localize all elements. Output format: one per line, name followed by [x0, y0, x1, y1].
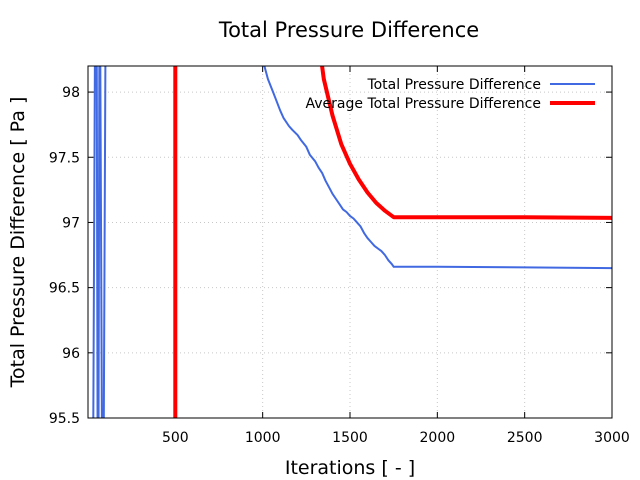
plot-frame [87, 65, 613, 419]
x-tick-label: 1000 [245, 430, 281, 446]
y-tick-label: 97.5 [49, 150, 80, 166]
x-tick-label: 2000 [420, 430, 456, 446]
x-tick-label: 500 [162, 430, 189, 446]
y-tick-label: 97 [62, 215, 80, 231]
x-tick-label: 2500 [507, 430, 543, 446]
y-tick-label: 96.5 [49, 281, 80, 297]
x-gridlines [174, 66, 526, 418]
series-line-1 [173, 66, 612, 418]
series-layer [92, 66, 612, 418]
x-tick-label: 3000 [594, 430, 630, 446]
x-tick-labels: 500 1000 1500 2000 2500 3000 [162, 430, 630, 446]
y-axis-label: Total Pressure Difference [ Pa ] [7, 97, 29, 389]
x-tick-label: 1500 [332, 430, 368, 446]
x-axis-label: Iterations [ - ] [285, 457, 415, 479]
chart-title: Total Pressure Difference [218, 18, 479, 42]
series-line-0 [92, 66, 612, 418]
y-tick-labels: 95.5 96 96.5 97 97.5 98 [49, 85, 80, 427]
legend-label-0: Total Pressure Difference [366, 77, 541, 93]
y-tick-label: 98 [62, 85, 80, 101]
legend-label-1: Average Total Pressure Difference [306, 96, 542, 112]
y-tick-label: 95.5 [49, 411, 80, 427]
y-tick-label: 96 [62, 346, 80, 362]
legend: Total Pressure Difference Average Total P… [306, 77, 595, 112]
y-gridlines [88, 91, 612, 354]
